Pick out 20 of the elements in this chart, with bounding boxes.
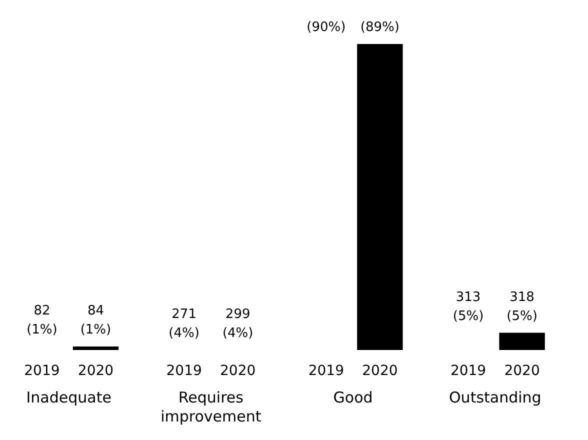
text: (90%) [306, 20, 346, 35]
x-tick-label: Good [333, 388, 373, 406]
x-tick-label: Requires improvement [160, 388, 262, 426]
text: 2020 [220, 363, 256, 379]
text: 2019 [24, 363, 60, 379]
text: 2019 [308, 363, 344, 379]
text: 82 (1%) [26, 304, 58, 338]
text: 2019 [450, 363, 486, 379]
text: 299 (4%) [222, 307, 254, 341]
text: 2020 [362, 363, 398, 379]
data-label: (89%) [360, 20, 400, 35]
x-tick-label: Outstanding [449, 388, 542, 406]
data-label: 84 (1%) [80, 304, 112, 338]
text: 313 (5%) [452, 290, 484, 324]
text: 271 (4%) [168, 307, 200, 341]
text: 2020 [504, 363, 540, 379]
series-label: 2020 [78, 363, 114, 379]
data-label: 318 (5%) [506, 290, 538, 324]
x-tick-label: Inadequate [26, 388, 112, 406]
text: 2019 [166, 363, 202, 379]
